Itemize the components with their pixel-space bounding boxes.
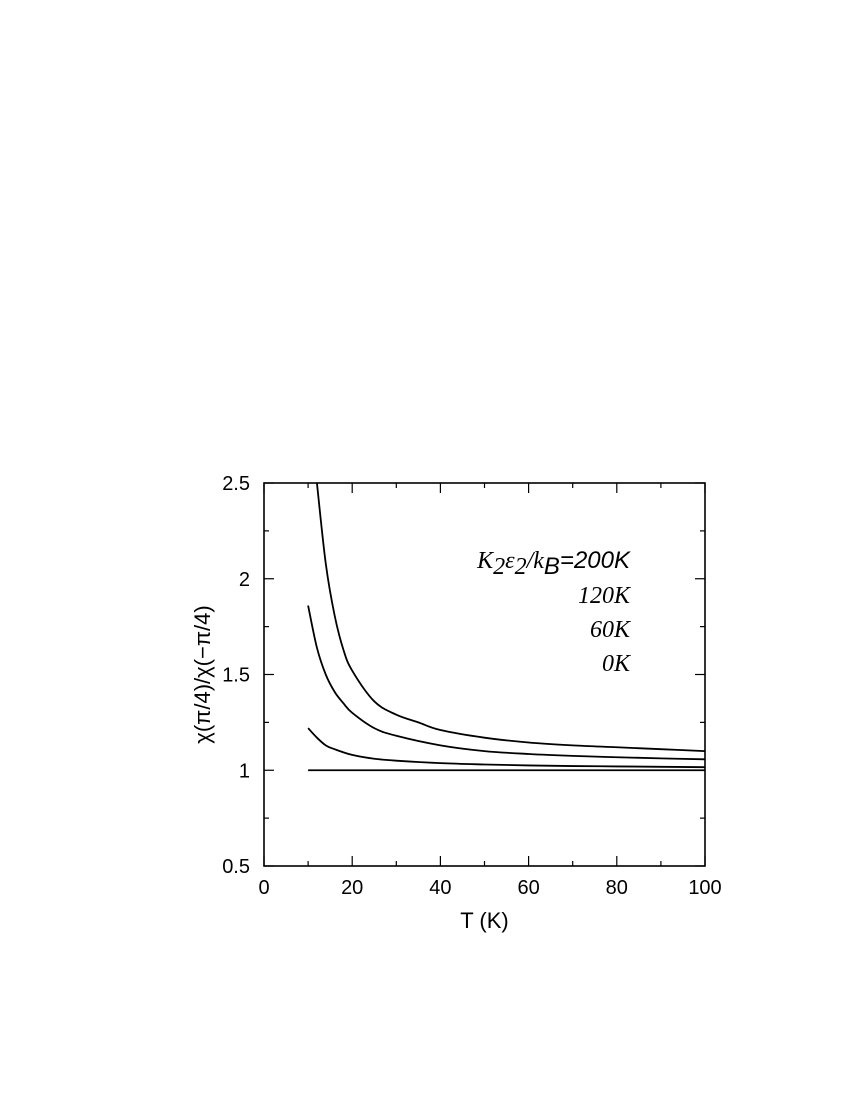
legend-title-epsilon: ε <box>505 548 515 574</box>
legend-title: K2ε2/kB=200K <box>476 547 631 580</box>
y-axis-title: χ(π/4)/χ(−π/4) <box>190 605 215 743</box>
y-tick-label-1: 1 <box>239 760 250 782</box>
x-tick-label-1: 20 <box>341 877 363 899</box>
legend-entry-0k: 0K <box>602 651 632 677</box>
series-line-0 <box>316 482 706 752</box>
x-tick-label-5: 100 <box>688 877 721 899</box>
legend: K2ε2/kB=200K 120K 60K 0K <box>476 547 632 677</box>
series-line-1 <box>307 605 706 761</box>
legend-title-k: K <box>476 548 495 574</box>
y-tick-label-0: 0.5 <box>222 856 250 878</box>
legend-entry-120k: 120K <box>578 583 632 609</box>
x-tick-label-4: 80 <box>606 877 628 899</box>
tick-labels: 0 20 40 60 80 100 0.5 1 1.5 2 2.5 <box>222 473 722 899</box>
y-tick-label-3: 2 <box>239 569 250 591</box>
y-tick-label-4: 2.5 <box>222 473 250 495</box>
x-axis-title: T (K) <box>460 908 508 933</box>
legend-title-sub-2b: 2 <box>515 554 527 580</box>
legend-title-kb: /k <box>525 548 545 574</box>
x-tick-label-3: 60 <box>517 877 539 899</box>
plot-frame <box>263 482 706 867</box>
x-tick-label-2: 40 <box>429 877 451 899</box>
axis-ticks <box>263 482 706 867</box>
y-tick-label-2: 1.5 <box>222 665 250 687</box>
series-layer <box>307 482 706 772</box>
series-line-2 <box>307 727 706 769</box>
legend-title-value: =200K <box>560 547 631 574</box>
legend-title-sub-2a: 2 <box>493 554 505 580</box>
legend-title-sub-b: B <box>544 553 560 580</box>
legend-entry-60k: 60K <box>590 617 632 643</box>
x-tick-label-0: 0 <box>258 877 269 899</box>
